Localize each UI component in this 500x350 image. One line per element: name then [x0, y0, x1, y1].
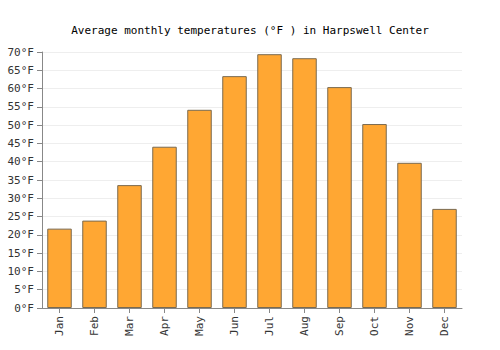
svg-text:Feb: Feb — [88, 316, 101, 336]
svg-text:Mar: Mar — [123, 316, 136, 336]
svg-text:Oct: Oct — [368, 316, 381, 336]
svg-text:60°F: 60°F — [8, 82, 35, 95]
svg-text:Nov: Nov — [403, 316, 416, 336]
svg-text:45°F: 45°F — [8, 137, 35, 150]
svg-text:Dec: Dec — [438, 316, 451, 336]
svg-text:Average monthly temperatures (: Average monthly temperatures (°F ) in Ha… — [71, 24, 429, 37]
svg-text:55°F: 55°F — [8, 100, 35, 113]
svg-text:35°F: 35°F — [8, 174, 35, 187]
svg-text:May: May — [193, 316, 206, 336]
svg-text:15°F: 15°F — [8, 247, 35, 260]
svg-text:50°F: 50°F — [8, 119, 35, 132]
svg-text:25°F: 25°F — [8, 210, 35, 223]
svg-text:70°F: 70°F — [8, 46, 35, 59]
svg-text:Aug: Aug — [298, 316, 311, 336]
svg-text:Apr: Apr — [158, 316, 171, 336]
svg-text:Sep: Sep — [333, 316, 346, 336]
svg-text:Jan: Jan — [53, 316, 66, 336]
svg-text:20°F: 20°F — [8, 228, 35, 241]
svg-text:65°F: 65°F — [8, 64, 35, 77]
svg-text:40°F: 40°F — [8, 155, 35, 168]
svg-text:Jul: Jul — [263, 316, 276, 336]
svg-text:10°F: 10°F — [8, 265, 35, 278]
svg-text:5°F: 5°F — [14, 283, 34, 296]
svg-text:30°F: 30°F — [8, 192, 35, 205]
svg-text:Jun: Jun — [228, 316, 241, 336]
svg-text:0°F: 0°F — [14, 302, 34, 315]
